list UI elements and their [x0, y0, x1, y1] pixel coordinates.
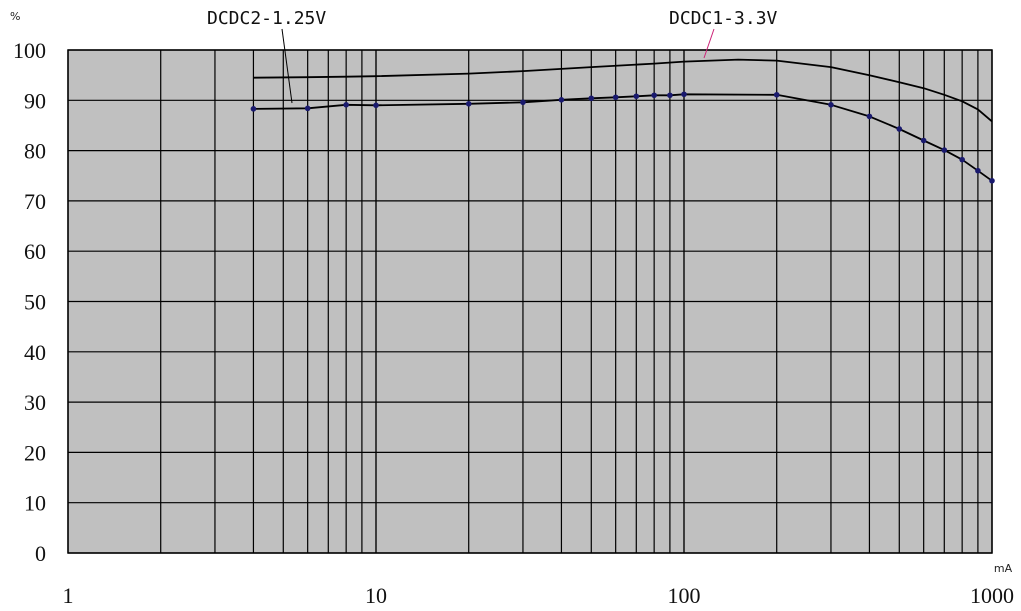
data-point	[866, 113, 873, 120]
x-tick-label: 1000	[970, 583, 1014, 608]
data-point	[588, 95, 595, 102]
series-label-dcdc2-leader	[281, 28, 293, 104]
y-tick-label: 30	[24, 390, 46, 415]
data-point	[941, 147, 948, 153]
series-label-dcdc1-leader	[703, 28, 715, 59]
y-unit-label: %	[10, 10, 20, 23]
data-point	[304, 105, 311, 112]
x-tick-label: 100	[668, 583, 701, 608]
data-point	[465, 101, 472, 107]
y-tick-label: 50	[24, 290, 46, 315]
series-label-dcdc2: DCDC2-1.25V	[207, 8, 326, 29]
y-tick-label: 100	[13, 38, 46, 63]
data-point	[612, 94, 619, 101]
data-point	[920, 137, 927, 144]
data-point	[828, 102, 834, 108]
series-line-1	[253, 93, 993, 182]
data-point	[667, 92, 673, 99]
data-point	[558, 96, 565, 103]
series-label-dcdc1: DCDC1-3.3V	[669, 8, 778, 29]
x-tick-label: 10	[365, 583, 387, 608]
plot-frame	[67, 49, 993, 554]
y-tick-label: 90	[24, 88, 46, 113]
y-tick-label: 80	[24, 139, 46, 164]
data-point	[651, 92, 657, 99]
y-tick-label: 60	[24, 239, 46, 264]
x-unit-label: mA	[994, 562, 1013, 575]
data-point	[773, 91, 780, 98]
data-point	[250, 106, 257, 112]
data-point	[681, 91, 687, 98]
data-point	[633, 93, 640, 100]
y-tick-label: 70	[24, 189, 46, 214]
y-tick-label: 40	[24, 340, 46, 365]
series-line-0	[253, 58, 993, 123]
y-tick-label: 20	[24, 440, 46, 465]
series-layer	[250, 58, 995, 184]
y-tick-label: 10	[24, 491, 46, 516]
data-point	[959, 156, 965, 163]
grid	[67, 49, 993, 554]
data-point	[343, 102, 349, 108]
x-tick-label: 1	[63, 583, 74, 608]
y-tick-label: 0	[35, 541, 46, 566]
data-point	[896, 126, 903, 132]
data-point	[975, 167, 981, 174]
data-point	[373, 102, 379, 109]
data-point	[520, 99, 526, 106]
data-point	[989, 177, 995, 184]
